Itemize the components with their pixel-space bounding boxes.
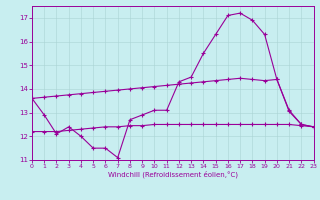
X-axis label: Windchill (Refroidissement éolien,°C): Windchill (Refroidissement éolien,°C) bbox=[108, 171, 238, 178]
